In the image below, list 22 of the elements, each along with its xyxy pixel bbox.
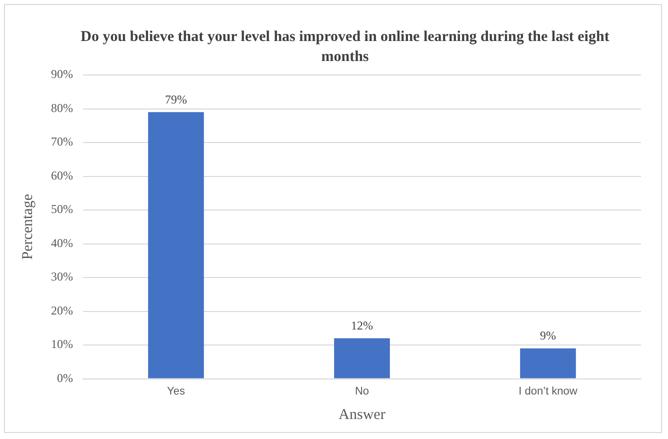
x-tick-label: No xyxy=(354,385,370,398)
y-tick-label: 40% xyxy=(50,236,73,250)
y-tick-label: 20% xyxy=(50,303,73,318)
y-tick-label: 60% xyxy=(50,168,73,182)
bar xyxy=(520,348,576,378)
chart-title: Do you believe that your level has improved in online learning during the last eight months xyxy=(80,28,610,67)
y-tick-label: 50% xyxy=(50,202,73,216)
bar xyxy=(148,112,204,378)
y-tick-label: 10% xyxy=(50,337,73,352)
x-axis-title: Answer xyxy=(338,406,386,423)
data-label: 9% xyxy=(540,328,556,343)
y-tick-label: 0% xyxy=(56,370,73,385)
x-tick-label: I don’t know xyxy=(518,385,578,398)
bar xyxy=(334,338,390,378)
y-tick-label: 70% xyxy=(50,134,73,149)
y-tick-label: 90% xyxy=(50,67,73,82)
y-axis-title: Percentage xyxy=(20,194,36,260)
y-tick-label: 80% xyxy=(50,100,73,115)
x-tick-label: Yes xyxy=(167,385,186,398)
data-label: 12% xyxy=(351,318,373,332)
data-label: 79% xyxy=(164,92,187,106)
y-tick-label: 30% xyxy=(50,270,73,284)
